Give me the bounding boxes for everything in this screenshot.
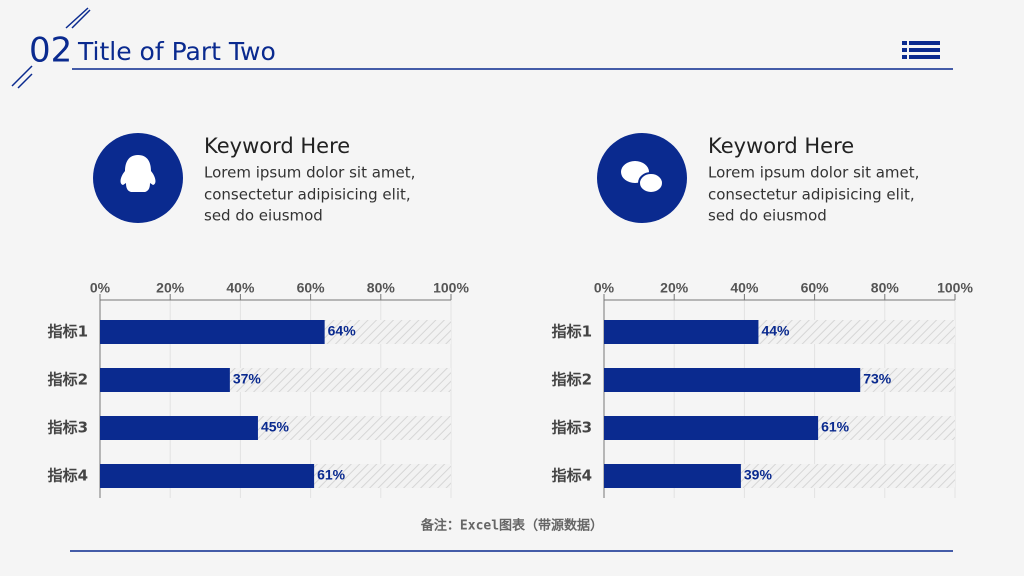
section-number: 02 <box>29 31 72 71</box>
x-tick-label: 60% <box>801 280 830 296</box>
deco-slash <box>11 65 33 87</box>
x-tick-label: 40% <box>730 280 759 296</box>
keyword-text: Lorem ipsum dolor sit amet, <box>708 164 919 182</box>
keyword-text: sed do eiusmod <box>204 207 323 225</box>
value-label: 37% <box>233 371 262 387</box>
note: 备注：Excel图表（带源数据） <box>420 518 603 534</box>
bar <box>100 464 315 488</box>
x-tick-label: 80% <box>367 280 396 296</box>
value-label: 44% <box>761 323 790 339</box>
y-tick-label: 指标2 <box>552 371 592 389</box>
x-tick-label: 100% <box>433 280 469 296</box>
keyword-title: Keyword Here <box>708 134 854 158</box>
y-tick-label: 指标1 <box>48 323 88 341</box>
keyword-text: consectetur adipisicing elit, <box>708 186 915 204</box>
keyword-title: Keyword Here <box>204 134 350 158</box>
bar <box>100 416 258 440</box>
deco-slash <box>71 9 91 29</box>
y-tick-label: 指标4 <box>552 467 592 485</box>
x-tick-label: 40% <box>226 280 255 296</box>
bar <box>604 320 759 344</box>
x-tick-label: 20% <box>660 280 689 296</box>
y-tick-label: 指标1 <box>552 323 592 341</box>
menu-icon <box>902 41 940 59</box>
qq-icon <box>120 155 156 192</box>
bar <box>604 464 741 488</box>
bar <box>100 368 230 392</box>
deco-slash <box>65 7 89 29</box>
y-tick-label: 指标3 <box>48 419 88 437</box>
y-tick-label: 指标2 <box>48 371 88 389</box>
bar <box>604 416 819 440</box>
value-label: 45% <box>261 419 290 435</box>
keyword-text: consectetur adipisicing elit, <box>204 186 411 204</box>
value-label: 39% <box>744 467 773 483</box>
value-label: 73% <box>863 371 892 387</box>
x-tick-label: 0% <box>90 280 111 296</box>
x-tick-label: 80% <box>871 280 900 296</box>
keyword-text: Lorem ipsum dolor sit amet, <box>204 164 415 182</box>
bar <box>604 368 861 392</box>
x-tick-label: 0% <box>594 280 615 296</box>
x-tick-label: 20% <box>156 280 185 296</box>
bar <box>100 320 325 344</box>
value-label: 61% <box>317 467 346 483</box>
y-tick-label: 指标3 <box>552 419 592 437</box>
x-tick-label: 60% <box>297 280 326 296</box>
x-tick-label: 100% <box>937 280 973 296</box>
keyword-text: sed do eiusmod <box>708 207 827 225</box>
value-label: 61% <box>821 419 850 435</box>
wechat-icon <box>638 172 664 194</box>
y-tick-label: 指标4 <box>48 467 88 485</box>
section-title: Title of Part Two <box>77 37 276 66</box>
value-label: 64% <box>328 323 357 339</box>
deco-slash <box>17 73 33 89</box>
